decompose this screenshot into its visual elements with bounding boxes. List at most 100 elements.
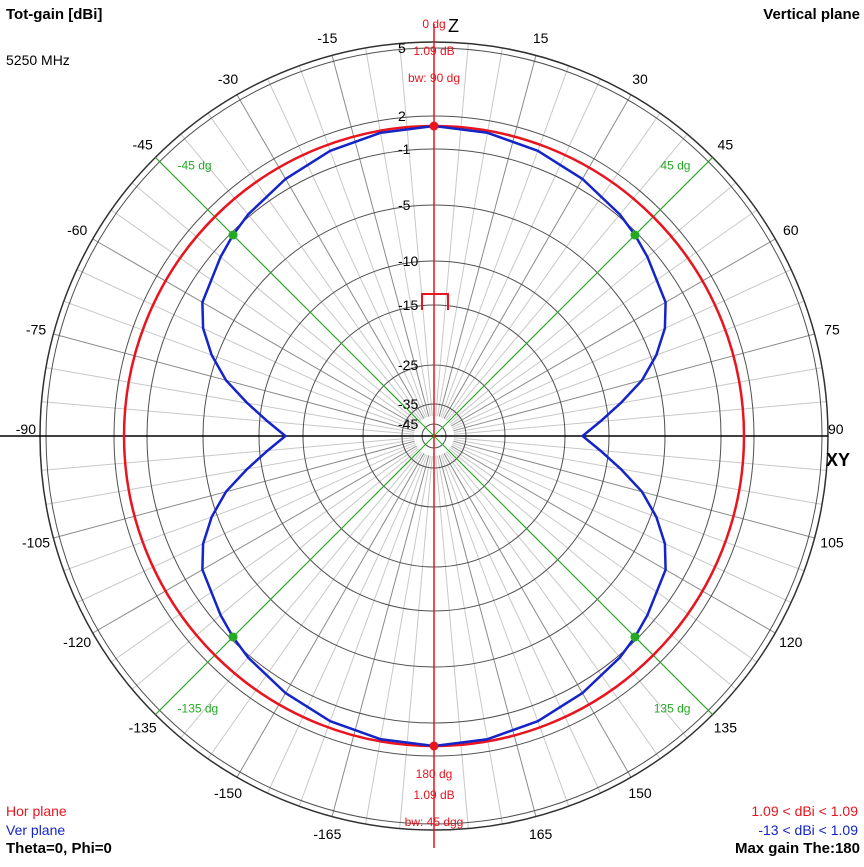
- angles-label: Theta=0, Phi=0: [6, 840, 112, 857]
- marker-label: 135 dg: [654, 701, 691, 715]
- angle-tick-label: 75: [824, 321, 840, 337]
- grid-radial-minor: [436, 455, 503, 825]
- grid-radial-minor: [207, 452, 423, 760]
- range-ver-label: -13 < dBi < 1.09: [758, 822, 858, 838]
- grid-radial-minor: [436, 47, 503, 417]
- grid-radial-minor: [445, 452, 661, 760]
- grid-radial-minor: [267, 78, 427, 419]
- angle-tick-label: 60: [783, 222, 799, 238]
- angle-tick-label: 120: [779, 634, 803, 650]
- grid-radial-major: [451, 238, 776, 427]
- grid-radial-minor: [453, 401, 827, 435]
- chart-title: Tot-gain [dBi]: [6, 6, 103, 23]
- grid-radial-major: [443, 94, 632, 419]
- grid-radial-minor: [446, 133, 688, 422]
- angle-tick-label: 150: [628, 785, 652, 801]
- grid-radial-minor: [399, 455, 433, 829]
- grid-radial-minor: [45, 367, 415, 434]
- grid-radial-minor: [450, 447, 758, 663]
- grid-radial-major: [92, 445, 417, 634]
- grid-radial-minor: [441, 78, 601, 419]
- grid-radial-minor: [453, 438, 823, 505]
- grid-radial-minor: [440, 454, 570, 807]
- grid-radial-minor: [41, 437, 415, 471]
- grid-radial-minor: [45, 438, 415, 505]
- angle-tick-label: -135: [129, 719, 157, 735]
- grid-radial-minor: [110, 209, 418, 425]
- radial-tick-label: 2: [398, 108, 406, 124]
- radial-tick-label: -25: [398, 357, 418, 373]
- grid-radial-major: [331, 55, 430, 417]
- grid-radial-minor: [76, 269, 417, 429]
- lobe-top-label: bw: 90 dg: [408, 71, 460, 85]
- grid-radial-minor: [448, 182, 737, 424]
- grid-radial-major: [92, 238, 417, 427]
- plane-label: Vertical plane: [763, 6, 860, 23]
- lobe-point: [429, 741, 439, 751]
- grid-radial-minor: [110, 447, 418, 663]
- grid-radial-minor: [63, 442, 416, 572]
- grid-radial-minor: [448, 448, 737, 690]
- angle-tick-label: -30: [218, 71, 238, 87]
- angle-tick-label: 45: [718, 137, 734, 153]
- grid-radial-minor: [445, 112, 661, 420]
- grid-radial-major: [438, 55, 537, 417]
- angle-tick-label: -15: [317, 30, 337, 46]
- range-hor-label: 1.09 < dBi < 1.09: [751, 803, 858, 819]
- lobe-point: [429, 121, 439, 131]
- angle-tick-label: -165: [313, 826, 341, 842]
- grid-radial-minor: [76, 443, 417, 603]
- lobe-bottom-label: 180 dg: [416, 767, 453, 781]
- grid-radial-minor: [451, 443, 792, 603]
- radial-tick-label: 5: [398, 40, 406, 56]
- axis-xy-label: XY: [826, 450, 850, 470]
- grid-radial-minor: [435, 455, 469, 829]
- marker-line: [433, 157, 713, 437]
- grid-radial-major: [53, 440, 415, 539]
- grid-radial-minor: [180, 133, 422, 422]
- radial-tick-label: -15: [398, 297, 418, 313]
- grid-radial-minor: [435, 43, 469, 417]
- grid-radial-minor: [440, 65, 570, 418]
- marker-label: -135 dg: [178, 701, 219, 715]
- angle-tick-label: -150: [214, 785, 242, 801]
- grid-radial-minor: [63, 300, 416, 430]
- angle-tick-label: -120: [63, 634, 91, 650]
- angle-tick-label: 105: [820, 535, 844, 551]
- radial-tick-label: -5: [398, 197, 411, 213]
- grid-radial-minor: [451, 269, 792, 429]
- marker-label: 45 dg: [660, 159, 690, 173]
- grid-radial-major: [453, 440, 815, 539]
- lobe-bottom-label: 1.09 dB: [413, 788, 454, 802]
- marker-line: [155, 435, 435, 715]
- frequency-label: 5250 MHz: [6, 52, 70, 68]
- angle-tick-label: -75: [26, 321, 46, 337]
- marker-label: -45 dg: [178, 159, 212, 173]
- grid-radial-minor: [131, 182, 420, 424]
- grid-radial-major: [236, 94, 425, 419]
- grid-radial-minor: [452, 442, 805, 572]
- grid-radial-minor: [399, 43, 433, 417]
- grid-radial-minor: [441, 453, 601, 794]
- grid-radial-minor: [267, 453, 427, 794]
- max-gain-label: Max gain The:180: [734, 840, 860, 857]
- grid-radial-minor: [452, 300, 805, 430]
- legend-hor-plane: Hor plane: [6, 803, 67, 819]
- radial-tick-label: -10: [398, 253, 418, 269]
- angle-tick-label: -90: [16, 421, 36, 437]
- grid-radial-major: [236, 453, 425, 778]
- grid-radial-minor: [298, 65, 428, 418]
- angle-tick-label: -105: [22, 535, 50, 551]
- lobe-top-label: 1.09 dB: [413, 44, 454, 58]
- grid-radial-minor: [180, 450, 422, 739]
- marker-point: [630, 230, 640, 240]
- axis-z-label: Z: [448, 16, 459, 36]
- marker-line: [433, 435, 713, 715]
- angle-tick-label: 90: [828, 421, 844, 437]
- angle-tick-label: -45: [133, 137, 153, 153]
- marker-point: [228, 632, 238, 642]
- angle-tick-label: 165: [529, 826, 553, 842]
- angle-tick-label: 15: [533, 30, 549, 46]
- radial-tick-label: -45: [398, 416, 418, 432]
